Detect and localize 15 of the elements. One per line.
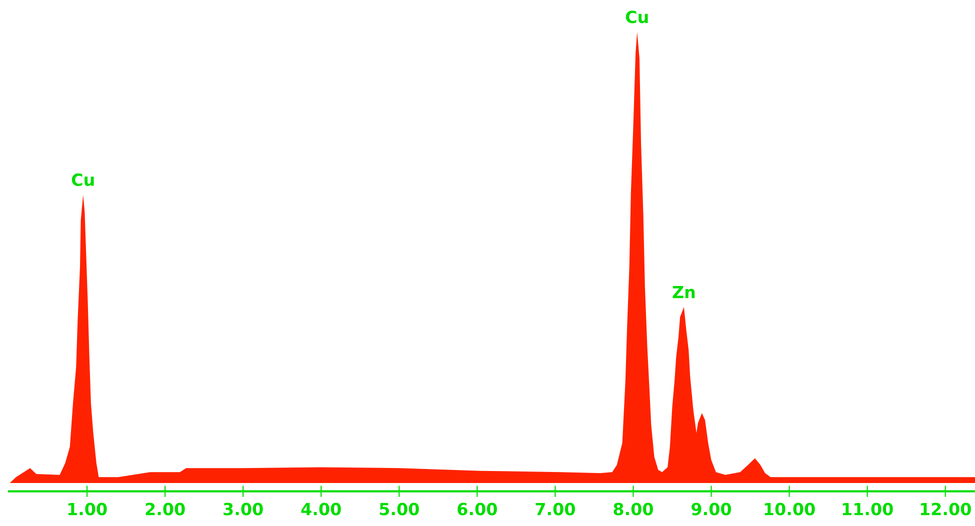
x-tick-label: 2.00 (146, 502, 185, 516)
x-tick-label: 12.00 (920, 502, 971, 516)
x-tick-label: 8.00 (614, 502, 653, 516)
x-tick-label: 1.00 (68, 502, 107, 516)
x-tick-label: 11.00 (842, 502, 893, 516)
x-tick-label: 3.00 (224, 502, 263, 516)
annotation: Cu (72, 173, 94, 186)
x-tick-label: 6.00 (458, 502, 497, 516)
x-tick-label: 7.00 (536, 502, 575, 516)
x-tick-label: 4.00 (301, 502, 341, 516)
x-tick-label: 5.00 (380, 502, 419, 516)
annotation: Cu (626, 10, 648, 24)
x-tick-label: 10.00 (764, 502, 815, 516)
annotation: Zn (672, 286, 695, 298)
x-tick-label: 9.00 (692, 502, 732, 516)
